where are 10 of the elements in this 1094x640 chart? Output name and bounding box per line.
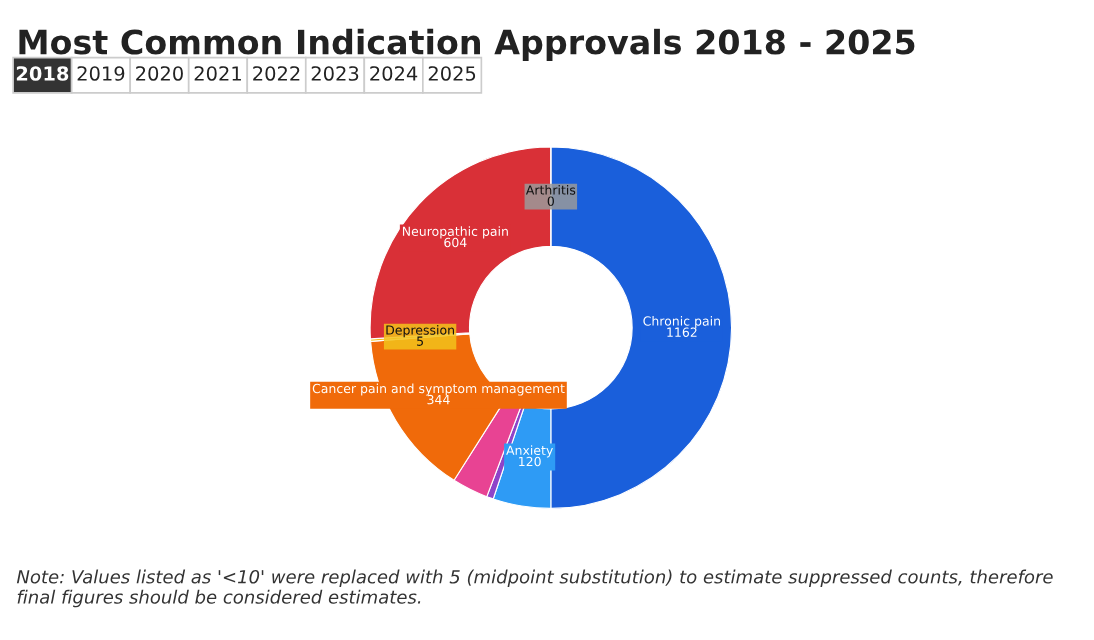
- text: 2024: [370, 66, 418, 81]
- chart-title: Most Common Indication Approvals 2018 - 2025: [19, 28, 915, 62]
- text: Note: Values listed as '<10' were replaced with 5 (midpoint substitution) to estimate suppressed counts, therefore final figures should be considered estimates.: [16, 569, 1053, 608]
- text: 2022: [253, 66, 300, 81]
- text: 2023: [311, 66, 359, 81]
- text: 2020: [136, 66, 183, 81]
- text: 2021: [194, 66, 241, 81]
- text: 2019: [77, 66, 125, 81]
- text: 2025: [428, 66, 476, 81]
- text: 2018: [16, 66, 69, 81]
